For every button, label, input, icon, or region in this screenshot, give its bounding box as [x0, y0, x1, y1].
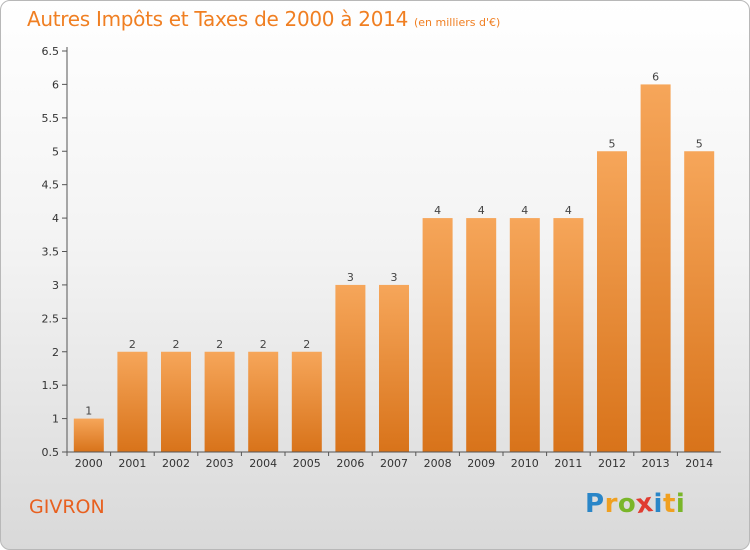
x-tick-label-2003: 2003 — [206, 457, 234, 470]
logo-letter: x — [634, 487, 656, 521]
logo-letter: i — [653, 489, 663, 519]
y-tick-label-5.5: 5.5 — [42, 112, 60, 125]
y-tick-label-6.5: 6.5 — [42, 45, 60, 58]
y-tick-label-3.5: 3.5 — [42, 246, 60, 259]
data-label-2006: 3 — [347, 271, 354, 284]
bar-2014 — [684, 151, 715, 452]
x-tick-label-2010: 2010 — [511, 457, 539, 470]
y-tick-label-0.5: 0.5 — [42, 446, 60, 459]
commune-name: GIVRON — [29, 496, 105, 518]
data-label-2011: 4 — [565, 204, 572, 217]
x-tick-label-2011: 2011 — [554, 457, 582, 470]
bar-2002 — [161, 351, 191, 452]
bar-2007 — [379, 284, 409, 452]
x-tick-label-2013: 2013 — [642, 457, 670, 470]
bar-2013 — [640, 84, 671, 453]
proxiti-logo: Proxiti — [585, 487, 686, 521]
subtitle-text: (en milliers d'€) — [414, 16, 501, 29]
logo-letter: i — [675, 489, 686, 519]
bar-2006 — [335, 284, 366, 452]
bar-2008 — [422, 218, 453, 452]
x-tick-label-2014: 2014 — [685, 457, 713, 470]
x-tick-label-2002: 2002 — [162, 457, 190, 470]
y-tick-label-6: 6 — [52, 78, 59, 91]
y-tick-label-1.5: 1.5 — [42, 379, 60, 392]
data-label-2001: 2 — [129, 338, 136, 351]
data-label-2004: 2 — [260, 338, 267, 351]
data-label-2000: 1 — [85, 405, 92, 418]
x-tick-label-2001: 2001 — [118, 457, 146, 470]
logo-letter: r — [604, 489, 618, 519]
logo-letter: t — [662, 489, 676, 519]
x-tick-label-2009: 2009 — [467, 457, 495, 470]
bar-2009 — [466, 218, 497, 452]
data-label-2009: 4 — [478, 204, 485, 217]
data-label-2014: 5 — [696, 137, 703, 150]
data-label-2012: 5 — [609, 137, 616, 150]
data-label-2007: 3 — [391, 271, 398, 284]
bar-2000 — [73, 418, 104, 452]
x-tick-label-2005: 2005 — [293, 457, 321, 470]
x-tick-label-2006: 2006 — [336, 457, 364, 470]
data-label-2005: 2 — [303, 338, 310, 351]
x-tick-label-2000: 2000 — [75, 457, 103, 470]
y-tick-label-1: 1 — [52, 413, 59, 426]
data-label-2008: 4 — [434, 204, 441, 217]
bar-2001 — [117, 351, 148, 452]
title-text: Autres Impôts et Taxes de 2000 à 2014 — [27, 7, 408, 31]
bar-2004 — [248, 351, 279, 452]
y-tick-label-3: 3 — [52, 279, 59, 292]
x-tick-label-2008: 2008 — [424, 457, 452, 470]
y-tick-label-2: 2 — [52, 346, 59, 359]
y-tick-label-4: 4 — [52, 212, 59, 225]
bar-2010 — [509, 218, 540, 452]
x-tick-label-2012: 2012 — [598, 457, 626, 470]
x-tick-label-2007: 2007 — [380, 457, 408, 470]
bar-2005 — [291, 351, 322, 452]
x-tick-label-2004: 2004 — [249, 457, 277, 470]
data-label-2002: 2 — [173, 338, 180, 351]
y-tick-label-5: 5 — [52, 145, 59, 158]
logo-letter: o — [617, 489, 637, 519]
logo-letter: P — [585, 489, 605, 519]
data-label-2013: 6 — [652, 70, 659, 83]
bar-2012 — [597, 151, 627, 452]
data-label-2003: 2 — [216, 338, 223, 351]
chart-title: Autres Impôts et Taxes de 2000 à 2014 (en… — [27, 7, 500, 31]
bar-2011 — [553, 218, 584, 452]
data-label-2010: 4 — [521, 204, 528, 217]
y-tick-label-2.5: 2.5 — [42, 312, 60, 325]
bar-2003 — [204, 351, 235, 452]
y-tick-label-4.5: 4.5 — [42, 179, 60, 192]
